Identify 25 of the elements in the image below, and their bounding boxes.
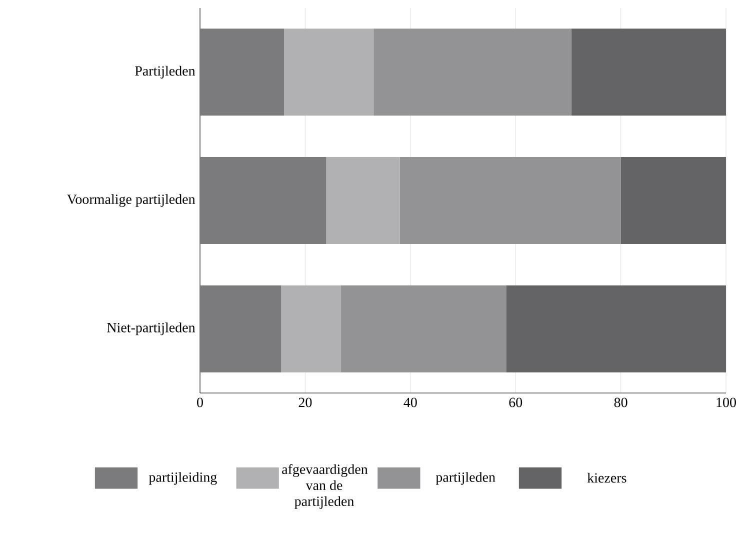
bar (281, 285, 341, 372)
x-tick-label: 20 (298, 398, 312, 408)
bar (340, 285, 506, 372)
legend-label: kiezers (587, 472, 626, 483)
bar (374, 28, 572, 116)
legend-label: partijleiding (148, 472, 217, 485)
x-tick-label: 60 (509, 398, 522, 408)
bar (571, 28, 726, 116)
y-tick-label: Partijleden (135, 66, 196, 79)
bar (284, 28, 374, 116)
bar (200, 28, 284, 116)
bar (400, 157, 621, 244)
y-tick-label: Voormalige partijleden (67, 194, 196, 207)
bar (326, 157, 400, 244)
legend-label: partijleden (436, 472, 496, 485)
x-tick-label: 80 (614, 398, 628, 408)
y-tick-label: Niet-partijleden (107, 322, 196, 336)
bar (506, 285, 726, 372)
x-tick-label: 100 (716, 398, 736, 408)
bar (200, 157, 326, 244)
x-tick-label: 0 (197, 398, 203, 408)
x-tick-label: 40 (404, 398, 417, 408)
bar (620, 157, 726, 244)
bar (200, 285, 282, 372)
legend-label: afgevaardigden van de partijleden (282, 464, 368, 509)
